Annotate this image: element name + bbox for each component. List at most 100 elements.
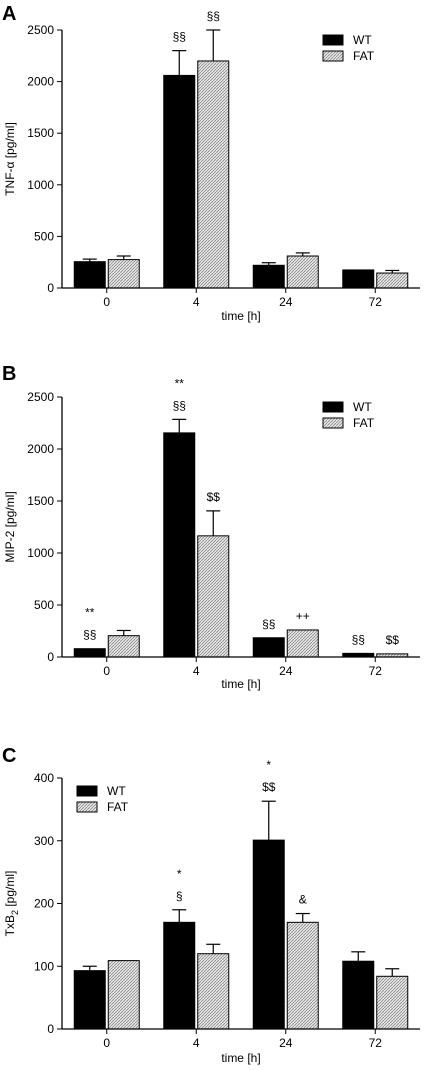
x-axis-label: time [h] bbox=[221, 677, 260, 691]
significance-label: §§ bbox=[83, 628, 96, 642]
x-tick-label: 24 bbox=[279, 295, 293, 309]
chart-panel-a: A 0 4 24 72 §§ §§ 0 500 1000 1500 2000 2500 TNF-α [pg… bbox=[2, 3, 420, 323]
legend: WT FAT bbox=[76, 784, 129, 814]
y-tick-label: 2500 bbox=[27, 23, 54, 37]
legend-label-wt: WT bbox=[353, 400, 372, 414]
y-tick-label: 1500 bbox=[27, 126, 54, 140]
y-tick-label: 500 bbox=[34, 598, 54, 612]
bar-fat-72 bbox=[376, 272, 409, 289]
x-tick-label: 4 bbox=[193, 664, 200, 678]
significance-label: $$ bbox=[207, 490, 221, 504]
y-tick-label: 2500 bbox=[27, 390, 54, 404]
legend: WT FAT bbox=[322, 33, 375, 63]
bar-fat-24 bbox=[286, 629, 319, 658]
y-tick-label: 500 bbox=[34, 229, 54, 243]
x-axis-label: time [h] bbox=[221, 1051, 260, 1065]
bar-fat-0 bbox=[107, 635, 140, 658]
bar-wt-4 bbox=[163, 432, 196, 658]
x-tick-label: 72 bbox=[369, 664, 383, 678]
bar-wt-24 bbox=[252, 637, 285, 658]
bar-fat-4 bbox=[197, 60, 230, 289]
bar-fat-24 bbox=[286, 255, 319, 289]
x-tick-label: 72 bbox=[369, 295, 383, 309]
significance-label: § bbox=[176, 889, 183, 903]
legend-swatch-wt bbox=[76, 785, 98, 797]
bar-wt-0 bbox=[73, 970, 106, 1030]
significance-label: §§ bbox=[352, 632, 365, 646]
bar-wt-4 bbox=[163, 921, 196, 1030]
y-axis-label-text: TxB bbox=[3, 915, 17, 936]
y-axis-label: TNF-α [pg/ml] bbox=[3, 122, 17, 196]
legend-swatch-fat bbox=[322, 417, 344, 429]
y-tick-label: 0 bbox=[47, 1022, 54, 1036]
significance-label: ++ bbox=[296, 609, 310, 623]
y-axis-label-text: TNF-α [pg/ml] bbox=[3, 122, 17, 196]
significance-label: §§ bbox=[262, 617, 275, 631]
significance-label: $$ bbox=[262, 780, 276, 794]
x-axis-label: time [h] bbox=[221, 309, 260, 323]
significance-label: & bbox=[299, 893, 307, 907]
y-tick-label: 2000 bbox=[27, 75, 54, 89]
y-tick-label: 300 bbox=[34, 834, 54, 848]
bar-wt-4 bbox=[163, 74, 196, 289]
significance-label: ** bbox=[175, 376, 185, 390]
x-tick-label: 4 bbox=[193, 295, 200, 309]
x-tick-label: 24 bbox=[279, 664, 293, 678]
bar-fat-0 bbox=[107, 960, 140, 1030]
legend-swatch-fat bbox=[322, 50, 344, 62]
significance-label: * bbox=[177, 867, 182, 881]
y-tick-label: 0 bbox=[47, 650, 54, 664]
chart-panel-c: C 0 4 24 72 * § * $$ & 0 100 200 300 400 TxB2 [pg/ml] ti… bbox=[2, 745, 420, 1065]
x-tick-label: 72 bbox=[369, 1036, 383, 1050]
bar-wt-72 bbox=[342, 960, 375, 1030]
bar-wt-24 bbox=[252, 264, 285, 289]
bar-wt-24 bbox=[252, 839, 285, 1030]
x-tick-label: 0 bbox=[103, 295, 110, 309]
bar-fat-4 bbox=[197, 535, 230, 658]
bar-fat-24 bbox=[286, 921, 319, 1030]
x-tick-label: 0 bbox=[103, 1036, 110, 1050]
legend-label-wt: WT bbox=[107, 784, 126, 798]
legend-label-fat: FAT bbox=[353, 49, 375, 63]
x-tick-label: 0 bbox=[103, 664, 110, 678]
y-tick-label: 1500 bbox=[27, 494, 54, 508]
legend-swatch-wt bbox=[322, 401, 344, 413]
legend-label-fat: FAT bbox=[353, 416, 375, 430]
y-axis-label-subscript: 2 bbox=[10, 910, 20, 915]
y-axis-label: TxB2 [pg/ml] bbox=[3, 871, 20, 937]
significance-label: $$ bbox=[386, 633, 400, 647]
significance-label: * bbox=[266, 758, 271, 772]
legend-swatch-wt bbox=[322, 34, 344, 46]
significance-label: §§ bbox=[207, 9, 220, 23]
legend-label-wt: WT bbox=[353, 33, 372, 47]
y-tick-label: 1000 bbox=[27, 546, 54, 560]
y-axis-label: MIP-2 [pg/ml] bbox=[3, 491, 17, 562]
bar-wt-0 bbox=[73, 261, 106, 289]
y-tick-label: 100 bbox=[34, 959, 54, 973]
legend: WT FAT bbox=[322, 400, 375, 430]
significance-label: §§ bbox=[173, 398, 186, 412]
y-tick-label: 200 bbox=[34, 897, 54, 911]
legend-label-fat: FAT bbox=[107, 800, 129, 814]
y-tick-label: 400 bbox=[34, 771, 54, 785]
chart-panel-b: B 0 4 24 72 ** §§ ** §§ $$ §§ ++ §§ $$ 0 500 1000 1500 200… bbox=[2, 363, 420, 691]
y-tick-label: 0 bbox=[47, 281, 54, 295]
bar-fat-0 bbox=[107, 259, 140, 289]
bar-wt-0 bbox=[73, 648, 106, 658]
x-tick-label: 4 bbox=[193, 1036, 200, 1050]
y-axis-label-unit: [pg/ml] bbox=[3, 871, 17, 910]
legend-swatch-fat bbox=[76, 801, 98, 813]
x-tick-label: 24 bbox=[279, 1036, 293, 1050]
y-axis-label-text: MIP-2 [pg/ml] bbox=[3, 491, 17, 562]
y-tick-label: 1000 bbox=[27, 178, 54, 192]
significance-label: §§ bbox=[173, 30, 186, 44]
significance-label: ** bbox=[85, 606, 95, 620]
bar-wt-72 bbox=[342, 269, 375, 289]
panel-label: B bbox=[2, 363, 16, 385]
panel-label: A bbox=[2, 3, 16, 25]
panel-label: C bbox=[2, 745, 16, 767]
bar-fat-72 bbox=[376, 975, 409, 1030]
bar-fat-4 bbox=[197, 953, 230, 1030]
y-tick-label: 2000 bbox=[27, 442, 54, 456]
